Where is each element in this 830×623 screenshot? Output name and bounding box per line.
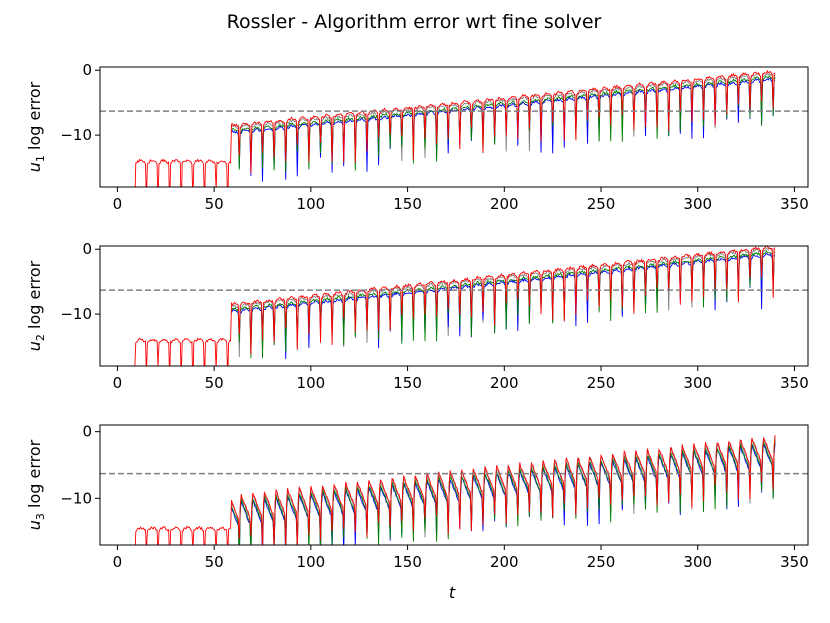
y-axis-label-subscript: 2 <box>34 334 47 341</box>
subplot-u3: 0 50 100 150 200 250 300 350 0 −10 u3 log error <box>25 423 809 571</box>
series-line-3 <box>134 435 776 545</box>
x-tick-label: 200 <box>490 374 519 392</box>
y-axis-label-symbol: u <box>25 520 44 530</box>
x-tick-label: 350 <box>780 195 809 213</box>
y-tick-label: −10 <box>60 305 92 323</box>
y-tick-label: 0 <box>82 61 92 79</box>
x-tick-label: 150 <box>393 553 422 571</box>
y-axis-label: u1 log error <box>25 81 47 172</box>
axes-frame <box>99 245 809 367</box>
x-tick-label: 200 <box>490 195 519 213</box>
x-tick-label: 50 <box>205 195 224 213</box>
x-tick-label: 100 <box>297 374 326 392</box>
x-tick-label: 250 <box>587 195 616 213</box>
axes-frame <box>99 66 809 188</box>
plot-area <box>134 246 776 366</box>
y-tick-label: 0 <box>82 240 92 258</box>
x-tick-label: 100 <box>297 553 326 571</box>
series-line-3 <box>134 69 776 187</box>
series-line-3 <box>134 246 776 366</box>
plot-area <box>134 69 776 187</box>
x-tick-label: 50 <box>205 553 224 571</box>
series-line-1 <box>231 78 776 182</box>
x-tick-label: 300 <box>683 195 712 213</box>
series-line-0 <box>231 247 776 358</box>
axes-frame <box>99 424 809 546</box>
y-axis-label: u3 log error <box>25 439 47 530</box>
figure-title: Rossler - Algorithm error wrt fine solve… <box>227 11 602 33</box>
x-tick-label: 250 <box>587 374 616 392</box>
subplot-u2: 0 50 100 150 200 250 300 350 0 −10 u2 log error <box>25 240 809 392</box>
x-tick-label: 200 <box>490 553 519 571</box>
y-tick-label: 0 <box>82 423 92 441</box>
x-tick-label: 150 <box>393 195 422 213</box>
series-line-2 <box>231 75 776 173</box>
plot-area <box>134 435 776 545</box>
y-axis-label-text: log error <box>25 81 44 155</box>
x-axis-label: t <box>449 583 456 602</box>
x-tick-label: 50 <box>205 374 224 392</box>
x-tick-label: 0 <box>113 195 123 213</box>
x-tick-label: 100 <box>297 195 326 213</box>
y-axis-label-subscript: 1 <box>34 155 47 162</box>
y-tick-label: −10 <box>60 489 92 507</box>
y-axis-label-text: log error <box>25 439 44 513</box>
x-tick-label: 350 <box>780 553 809 571</box>
y-axis-label-symbol: u <box>25 341 44 351</box>
x-tick-label: 0 <box>113 374 123 392</box>
y-axis-label-text: log error <box>25 260 44 334</box>
y-axis-label-symbol: u <box>25 162 44 172</box>
y-axis-label-subscript: 3 <box>34 513 47 520</box>
x-tick-label: 0 <box>113 553 123 571</box>
series-line-2 <box>231 250 776 359</box>
x-tick-label: 350 <box>780 374 809 392</box>
series-line-1 <box>231 252 776 360</box>
x-tick-label: 250 <box>587 553 616 571</box>
x-tick-label: 150 <box>393 374 422 392</box>
series-line-1 <box>231 443 776 545</box>
subplot-u1: 0 50 100 150 200 250 300 350 0 −10 u1 log error <box>25 61 809 213</box>
y-tick-label: −10 <box>60 126 92 144</box>
x-tick-label: 300 <box>683 553 712 571</box>
x-tick-label: 300 <box>683 374 712 392</box>
series-line-0 <box>231 72 776 165</box>
y-axis-label: u2 log error <box>25 260 47 351</box>
